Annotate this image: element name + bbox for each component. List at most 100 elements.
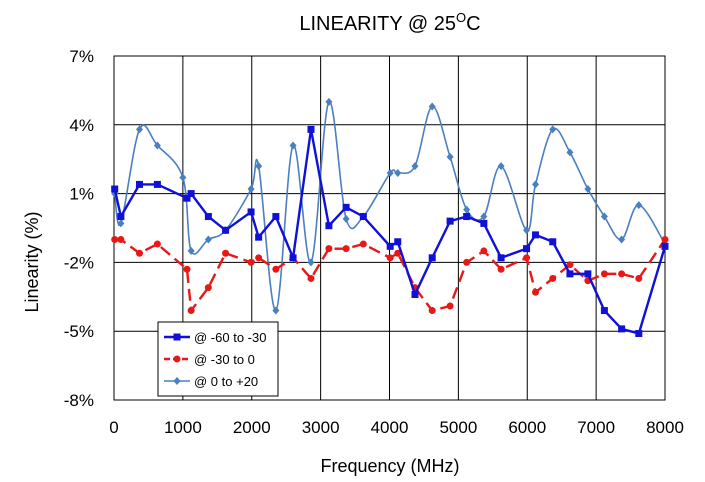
data-point — [255, 254, 263, 262]
chart-title: LINEARITY @ 25OC — [299, 10, 480, 35]
data-point — [446, 302, 454, 310]
data-point — [480, 219, 488, 227]
data-point — [566, 261, 574, 269]
x-tick-label: 4000 — [371, 418, 409, 437]
data-point — [153, 180, 161, 188]
data-point — [342, 245, 350, 253]
data-point — [428, 254, 436, 262]
data-point — [111, 185, 119, 193]
data-point — [446, 152, 454, 161]
data-point — [428, 102, 436, 111]
x-tick-label: 3000 — [302, 418, 340, 437]
data-point — [187, 190, 195, 198]
data-point — [661, 235, 669, 243]
legend-label: @ -30 to 0 — [194, 352, 255, 367]
legend-marker — [173, 333, 181, 341]
data-point — [183, 265, 191, 273]
x-tick-label: 8000 — [646, 418, 684, 437]
legend: @ -60 to -30 @ -30 to 0 @ 0 to +20 — [157, 321, 279, 397]
data-point — [222, 226, 230, 234]
x-axis-ticks: 0 1000 2000 3000 4000 5000 6000 7000 8000 — [109, 418, 684, 437]
series-0 — [111, 125, 669, 337]
legend-entry: @ -60 to -30 — [164, 330, 266, 345]
y-tick-label: -5% — [64, 322, 94, 341]
data-point — [247, 208, 255, 216]
data-point — [386, 168, 394, 177]
series-2 — [111, 97, 669, 315]
data-point — [386, 242, 394, 250]
data-point — [272, 213, 280, 221]
x-tick-label: 5000 — [439, 418, 477, 437]
data-point — [480, 212, 488, 221]
data-point — [135, 249, 143, 257]
data-point — [497, 254, 505, 262]
data-point — [204, 284, 212, 292]
data-point — [204, 213, 212, 221]
plot-frame — [113, 55, 666, 401]
data-point — [618, 235, 626, 244]
y-tick-label: 4% — [69, 116, 94, 135]
data-point — [600, 307, 608, 315]
data-point — [187, 246, 195, 255]
data-point — [497, 162, 505, 171]
data-point — [255, 162, 263, 171]
legend-label: @ -60 to -30 — [194, 330, 266, 345]
data-point — [179, 173, 187, 182]
legend-label: @ 0 to +20 — [194, 374, 258, 389]
data-point — [532, 288, 540, 296]
data-point — [247, 185, 255, 194]
series-layer — [111, 97, 669, 337]
legend-entry: @ 0 to +20 — [164, 374, 258, 389]
data-point — [394, 168, 402, 177]
data-point — [618, 270, 626, 278]
data-point — [428, 307, 436, 315]
legend-marker — [173, 355, 181, 363]
data-point — [600, 212, 608, 221]
data-point — [289, 254, 297, 262]
data-point — [272, 306, 280, 315]
data-point — [463, 213, 471, 221]
data-point — [386, 254, 394, 262]
data-point — [135, 125, 143, 134]
legend-entry: @ -30 to 0 — [164, 352, 255, 367]
data-point — [463, 258, 471, 266]
data-point — [153, 240, 161, 248]
data-point — [117, 235, 125, 243]
data-point — [532, 231, 540, 239]
data-point — [325, 245, 333, 253]
data-point — [549, 125, 557, 134]
data-point — [549, 238, 557, 246]
data-point — [153, 141, 161, 150]
data-point — [111, 235, 119, 243]
y-axis-ticks: -8% -5% -2% 1% 4% 7% — [64, 47, 94, 410]
data-point — [480, 247, 488, 255]
data-point — [584, 185, 592, 194]
data-point — [204, 235, 212, 244]
data-point — [307, 125, 315, 133]
y-tick-label: -8% — [64, 391, 94, 410]
x-tick-label: 6000 — [508, 418, 546, 437]
data-point — [411, 162, 419, 171]
data-point — [222, 249, 230, 257]
x-axis-label: Frequency (MHz) — [320, 456, 459, 476]
data-point — [618, 325, 626, 333]
data-point — [523, 254, 531, 262]
data-point — [359, 213, 367, 221]
data-point — [359, 240, 367, 248]
data-point — [584, 270, 592, 278]
data-point — [497, 265, 505, 273]
data-point — [272, 265, 280, 273]
x-tick-label: 0 — [109, 418, 118, 437]
data-point — [600, 270, 608, 278]
data-point — [394, 249, 402, 257]
data-point — [247, 258, 255, 266]
data-point — [635, 274, 643, 282]
y-tick-label: -2% — [64, 253, 94, 272]
data-point — [635, 201, 643, 210]
x-tick-label: 2000 — [233, 418, 271, 437]
data-point — [342, 214, 350, 223]
legend-marker — [173, 377, 181, 385]
data-point — [187, 307, 195, 315]
data-point — [635, 329, 643, 337]
